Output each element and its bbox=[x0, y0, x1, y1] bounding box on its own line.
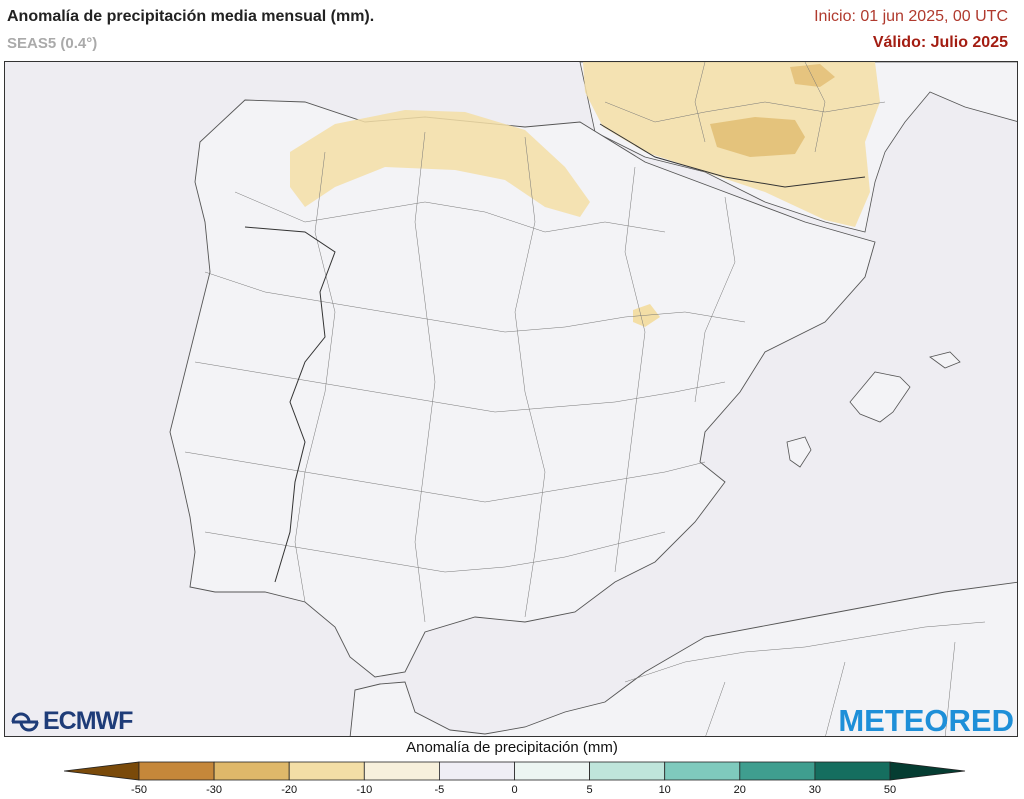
ibiza-land bbox=[786, 436, 812, 468]
menorca-land bbox=[929, 351, 961, 369]
colorbar-segment bbox=[589, 761, 666, 781]
colorbar-segment bbox=[288, 761, 365, 781]
map-canvas bbox=[169, 62, 1017, 736]
country-border-france bbox=[599, 123, 866, 188]
colorbar-tick-label: -5 bbox=[434, 784, 445, 796]
colorbar-tick-label: -30 bbox=[206, 784, 223, 796]
colorbar-segment bbox=[363, 761, 440, 781]
colorbar-title: Anomalía de precipitación (mm) bbox=[406, 739, 618, 756]
colorbar-segment bbox=[739, 761, 816, 781]
mallorca-land bbox=[849, 371, 911, 423]
anomaly-massif-strong bbox=[790, 64, 835, 87]
colorbar-arrow-left bbox=[64, 761, 140, 781]
colorbar-tick-label: 50 bbox=[883, 784, 897, 796]
north-africa-land bbox=[349, 581, 1017, 736]
ecmwf-swirl-icon bbox=[11, 712, 39, 731]
model-label: SEAS5 (0.4°) bbox=[7, 35, 98, 52]
init-date: Inicio: 01 jun 2025, 00 UTC bbox=[814, 8, 1008, 25]
colorbar-segment bbox=[514, 761, 590, 781]
colorbar-tick-label: 30 bbox=[808, 784, 822, 796]
valid-period: Válido: Julio 2025 bbox=[872, 34, 1008, 51]
colorbar-tick-label: 20 bbox=[733, 784, 746, 796]
precipitation-anomaly-map bbox=[4, 61, 1018, 737]
anomaly-center bbox=[633, 304, 660, 327]
colorbar-segment bbox=[138, 761, 215, 781]
anomaly-pyrenees-strong bbox=[710, 117, 805, 157]
colorbar-tick-label: -10 bbox=[356, 784, 373, 796]
colorbar-tick-label: 5 bbox=[586, 784, 593, 796]
colorbar-tick-label: 0 bbox=[511, 784, 518, 796]
colorbar-arrow-right bbox=[889, 761, 966, 781]
colorbar-tick-label: -20 bbox=[281, 784, 298, 796]
colorbar-segment bbox=[438, 761, 515, 781]
iberia-land bbox=[169, 99, 876, 678]
colorbar-tick-label: 10 bbox=[658, 784, 671, 796]
colorbar-segment bbox=[664, 761, 741, 781]
colorbar-tick-label: -50 bbox=[131, 784, 147, 796]
ecmwf-logo-text: ECMWF bbox=[43, 707, 133, 735]
country-border-portugal bbox=[244, 226, 336, 583]
map-title: Anomalía de precipitación media mensual … bbox=[7, 8, 375, 25]
anomaly-north-coast bbox=[290, 110, 590, 217]
colorbar-segment bbox=[213, 761, 290, 781]
colorbar-segment bbox=[814, 761, 891, 781]
province-borders bbox=[184, 62, 986, 736]
ecmwf-logo: ECMWF bbox=[10, 707, 133, 736]
colorbar bbox=[64, 761, 966, 781]
meteored-logo: METEORED bbox=[838, 703, 1014, 738]
